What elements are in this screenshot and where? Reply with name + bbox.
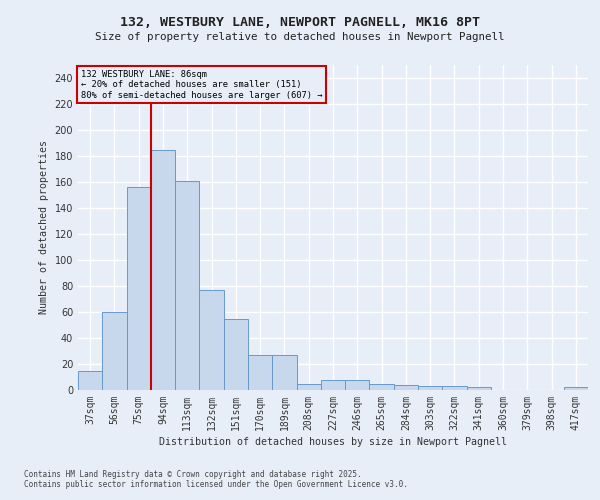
Bar — [224, 318, 248, 390]
Bar — [296, 384, 321, 390]
Text: Contains HM Land Registry data © Crown copyright and database right 2025.
Contai: Contains HM Land Registry data © Crown c… — [24, 470, 408, 489]
Bar — [102, 312, 127, 390]
Bar — [175, 180, 199, 390]
Text: 132, WESTBURY LANE, NEWPORT PAGNELL, MK16 8PT: 132, WESTBURY LANE, NEWPORT PAGNELL, MK1… — [120, 16, 480, 28]
Bar — [345, 380, 370, 390]
X-axis label: Distribution of detached houses by size in Newport Pagnell: Distribution of detached houses by size … — [159, 437, 507, 447]
Bar — [418, 386, 442, 390]
Bar — [78, 370, 102, 390]
Text: 132 WESTBURY LANE: 86sqm
← 20% of detached houses are smaller (151)
80% of semi-: 132 WESTBURY LANE: 86sqm ← 20% of detach… — [80, 70, 322, 100]
Bar — [127, 187, 151, 390]
Y-axis label: Number of detached properties: Number of detached properties — [39, 140, 49, 314]
Bar — [321, 380, 345, 390]
Bar — [564, 388, 588, 390]
Bar — [370, 384, 394, 390]
Bar — [272, 355, 296, 390]
Bar — [467, 388, 491, 390]
Bar — [151, 150, 175, 390]
Bar — [394, 385, 418, 390]
Bar — [442, 386, 467, 390]
Text: Size of property relative to detached houses in Newport Pagnell: Size of property relative to detached ho… — [95, 32, 505, 42]
Bar — [248, 355, 272, 390]
Bar — [199, 290, 224, 390]
